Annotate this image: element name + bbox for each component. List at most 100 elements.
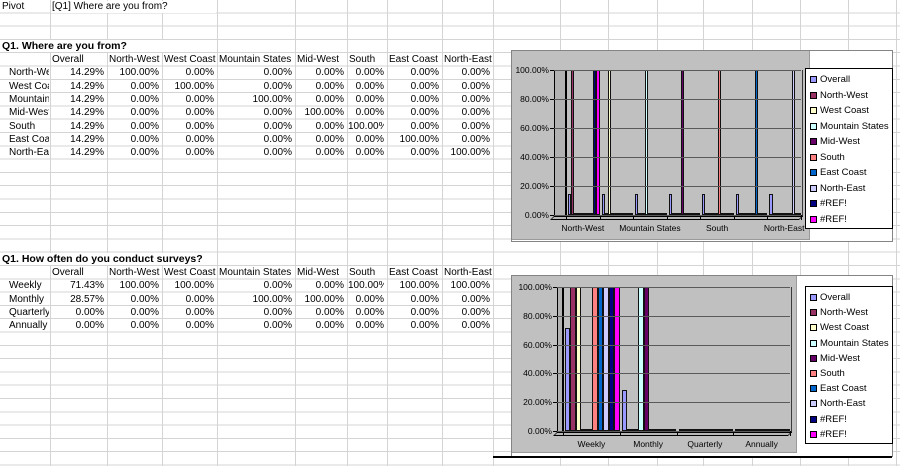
bar-overall[interactable] bbox=[565, 328, 571, 431]
bar-north-west[interactable] bbox=[772, 213, 776, 215]
cell-value[interactable]: 0.00% bbox=[355, 133, 384, 145]
bar-north-east[interactable] bbox=[716, 429, 723, 431]
bar-north-east[interactable] bbox=[660, 429, 666, 431]
bar--ref-[interactable] bbox=[697, 213, 701, 215]
chart-legend[interactable]: Overall North-West West Coast Mountain Stat… bbox=[805, 286, 893, 444]
cell-value[interactable]: 0.00% bbox=[461, 94, 490, 106]
bar-mid-west[interactable] bbox=[580, 213, 584, 215]
cell-value[interactable]: 0.00% bbox=[410, 120, 439, 132]
cell-value[interactable]: 0.00% bbox=[263, 120, 292, 132]
bar-west-coast[interactable] bbox=[689, 429, 695, 431]
cell-value[interactable]: 0.00% bbox=[130, 293, 159, 305]
cell-value[interactable]: 0.00% bbox=[263, 320, 292, 332]
row-label[interactable]: East Coast bbox=[9, 133, 49, 145]
cell-value[interactable]: 100.00% bbox=[450, 280, 490, 292]
row-label[interactable]: Annually bbox=[9, 320, 48, 332]
cell-value[interactable]: 0.00% bbox=[410, 306, 439, 318]
cell-value[interactable]: 100.00% bbox=[399, 280, 439, 292]
bar-north-west[interactable] bbox=[683, 429, 690, 431]
legend-item[interactable]: East Coast bbox=[810, 381, 892, 396]
row-label[interactable]: North-West bbox=[9, 67, 49, 79]
bar--ref-[interactable] bbox=[727, 213, 731, 215]
bar-south[interactable] bbox=[583, 213, 587, 215]
bar-overall[interactable] bbox=[621, 389, 628, 431]
bar-south[interactable] bbox=[617, 213, 621, 215]
column-header[interactable]: Mid-West bbox=[297, 266, 340, 278]
bar--ref-[interactable] bbox=[727, 429, 734, 431]
bar-north-east[interactable] bbox=[623, 213, 627, 215]
legend-item[interactable]: North-East bbox=[810, 181, 892, 197]
chart-legend[interactable]: Overall North-West West Coast Mountain Stat… bbox=[805, 68, 893, 229]
chart-survey-frequency[interactable]: 100.00% 80.00% 60.00% 40.00% 20.00% 0.00% Week… bbox=[511, 275, 893, 457]
bar-north-east[interactable] bbox=[690, 213, 694, 215]
bar--ref-[interactable] bbox=[626, 213, 630, 215]
cell-value[interactable]: 0.00% bbox=[461, 293, 490, 305]
bar-mid-west[interactable] bbox=[647, 213, 651, 215]
row-label[interactable]: Mid-West bbox=[9, 107, 49, 119]
column-header[interactable]: Overall bbox=[52, 266, 84, 278]
cell-value[interactable]: 14.29% bbox=[70, 67, 104, 79]
cell-value[interactable]: 0.00% bbox=[185, 94, 214, 106]
cell-value[interactable]: 0.00% bbox=[355, 320, 384, 332]
cell-value[interactable]: 100.00% bbox=[450, 147, 490, 159]
bar-mid-west[interactable] bbox=[586, 429, 593, 431]
legend-item[interactable]: South bbox=[810, 366, 892, 381]
cell-value[interactable]: 14.29% bbox=[70, 120, 104, 132]
cell-value[interactable]: 0.00% bbox=[130, 147, 159, 159]
row-label[interactable]: Monthly bbox=[9, 293, 45, 305]
cell-value[interactable]: 14.29% bbox=[70, 133, 104, 145]
legend-item[interactable]: Mountain States bbox=[810, 336, 892, 351]
cell-value[interactable]: 0.00% bbox=[130, 80, 159, 92]
bar-mid-west[interactable] bbox=[757, 429, 763, 431]
column-header[interactable]: North-West bbox=[109, 54, 160, 66]
cell-value[interactable]: 0.00% bbox=[263, 147, 292, 159]
cell-value[interactable]: 0.00% bbox=[410, 147, 439, 159]
bar--ref-[interactable] bbox=[794, 213, 798, 215]
bar-mountain-states[interactable] bbox=[577, 213, 581, 215]
bar-east-coast[interactable] bbox=[687, 213, 691, 215]
bar-overall[interactable] bbox=[568, 194, 572, 215]
bar-mountain-states[interactable] bbox=[581, 429, 587, 431]
column-header[interactable]: West Coast bbox=[164, 266, 216, 278]
cell-value[interactable]: 0.00% bbox=[185, 147, 214, 159]
column-header[interactable]: South bbox=[349, 266, 376, 278]
cell-value[interactable]: 0.00% bbox=[315, 320, 344, 332]
bar-mountain-states[interactable] bbox=[778, 213, 783, 215]
bar-north-east[interactable] bbox=[657, 213, 661, 215]
cell-pivot[interactable]: Pivot bbox=[2, 1, 25, 12]
bar-mountain-states[interactable] bbox=[678, 213, 682, 215]
cell-value[interactable]: 28.57% bbox=[70, 293, 104, 305]
cell-question-ref[interactable]: [Q1] Where are you from? bbox=[52, 1, 168, 12]
cell-value[interactable]: 0.00% bbox=[185, 120, 214, 132]
legend-item[interactable]: #REF! bbox=[810, 427, 892, 442]
cell-value[interactable]: 100.00% bbox=[174, 280, 214, 292]
bar--ref-[interactable] bbox=[596, 70, 600, 215]
cell-value[interactable]: 0.00% bbox=[185, 293, 214, 305]
cell-value[interactable]: 0.00% bbox=[315, 133, 344, 145]
row-label[interactable]: Quarterly bbox=[9, 306, 49, 318]
legend-item[interactable]: #REF! bbox=[810, 412, 892, 427]
cell-value[interactable]: 0.00% bbox=[263, 67, 292, 79]
legend-item[interactable]: North-East bbox=[810, 396, 892, 411]
bar-west-coast[interactable] bbox=[675, 213, 679, 215]
row-label[interactable]: North-East bbox=[9, 147, 49, 159]
bar-south[interactable] bbox=[650, 213, 655, 215]
cell-value[interactable]: 0.00% bbox=[315, 280, 344, 292]
column-header[interactable]: East Coast bbox=[389, 54, 438, 66]
cell-value[interactable]: 0.00% bbox=[355, 67, 384, 79]
legend-item[interactable]: Overall bbox=[810, 72, 892, 88]
column-header[interactable]: North-East bbox=[444, 266, 492, 278]
cell-value[interactable]: 0.00% bbox=[185, 67, 214, 79]
cell-value[interactable]: 14.29% bbox=[70, 107, 104, 119]
cell-value[interactable]: 100.00% bbox=[348, 120, 384, 132]
bar-east-coast[interactable] bbox=[721, 213, 725, 215]
cell-value[interactable]: 0.00% bbox=[315, 94, 344, 106]
bar-east-coast[interactable] bbox=[711, 429, 717, 431]
column-header[interactable]: South bbox=[349, 54, 376, 66]
cell-value[interactable]: 100.00% bbox=[399, 133, 439, 145]
cell-value[interactable]: 0.00% bbox=[410, 293, 439, 305]
bar-mid-west[interactable] bbox=[782, 213, 786, 215]
cell-value[interactable]: 0.00% bbox=[461, 67, 490, 79]
bar-west-coast[interactable] bbox=[775, 213, 779, 215]
bar-mid-west[interactable] bbox=[614, 213, 618, 215]
